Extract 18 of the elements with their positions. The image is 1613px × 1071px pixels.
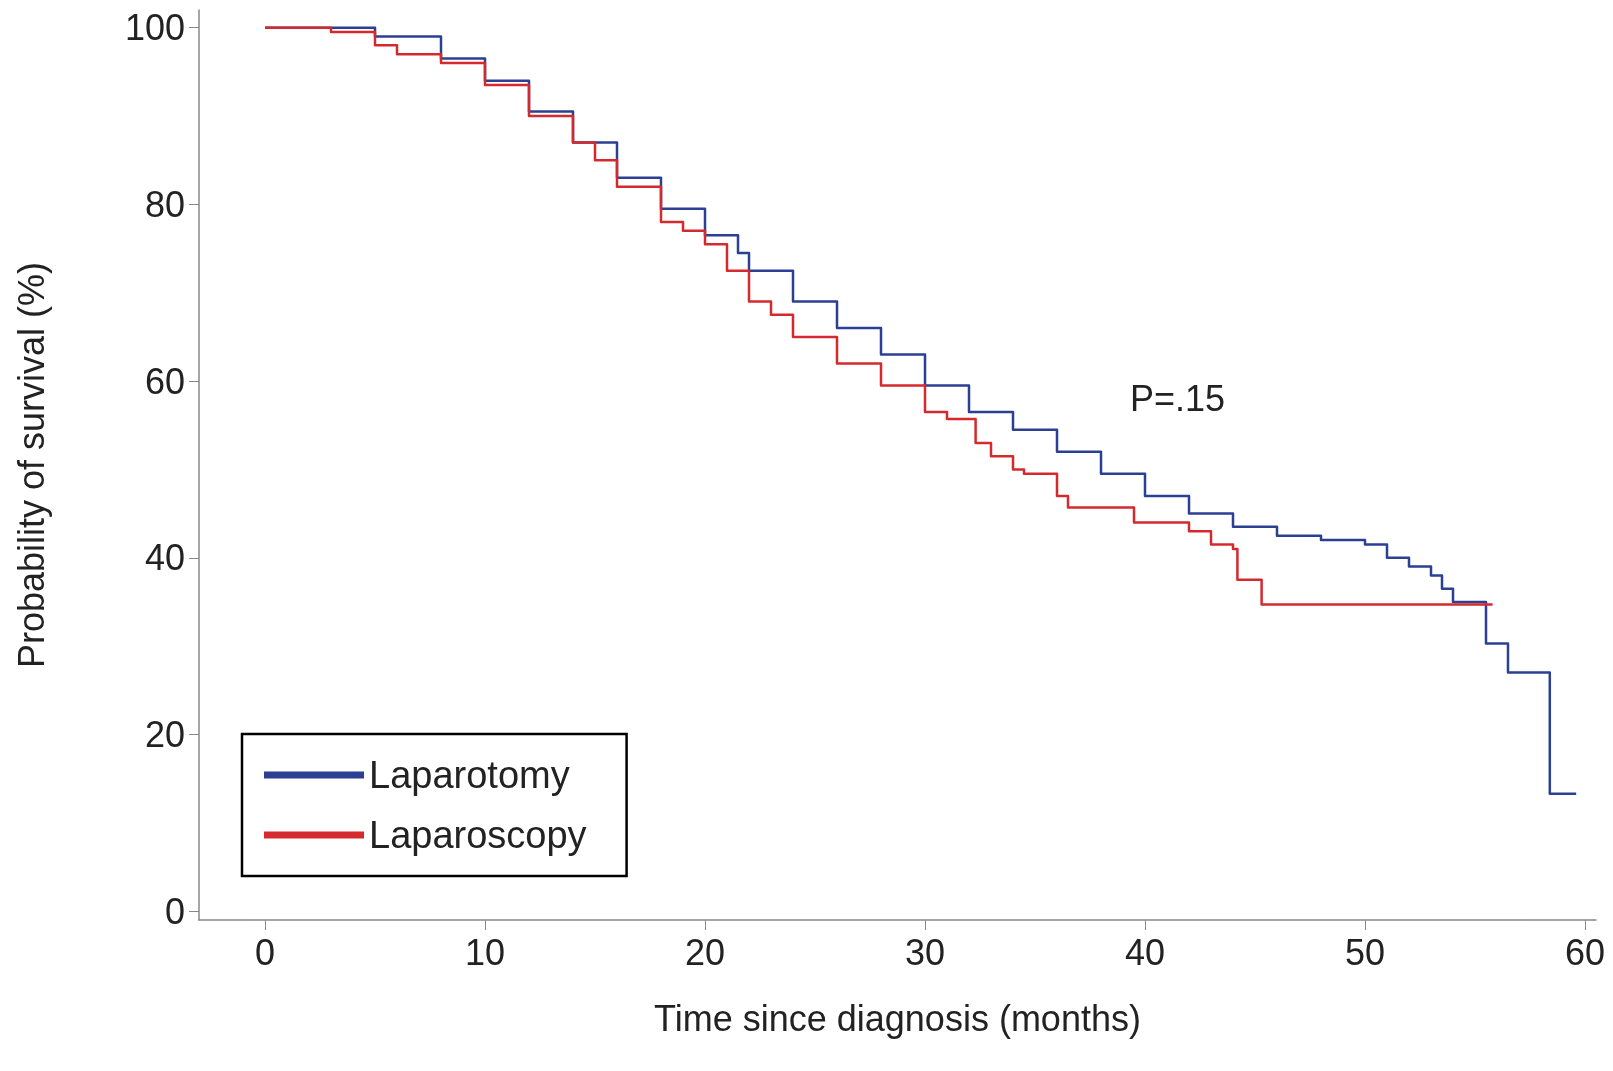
x-tick-label: 0 [254,931,276,973]
x-tick-label: 20 [684,931,726,973]
y-tick-label: 60 [144,360,185,402]
y-tick-label: 40 [144,537,185,579]
x-tick-label: 60 [1564,931,1606,973]
x-tick-label: 50 [1344,931,1386,973]
legend-label: Laparotomy [369,754,570,796]
x-axis-title: Time since diagnosis (months) [654,997,1141,1039]
y-tick-label: 100 [124,7,185,49]
x-tick-label: 30 [904,931,946,973]
x-tick-label: 40 [1124,931,1166,973]
x-tick-label: 10 [464,931,506,973]
y-tick-label: 80 [144,183,185,225]
annotation: P=.15 [1130,377,1226,419]
y-tick-label: 0 [164,890,185,932]
y-axis-title: Probability of survival (%) [10,261,52,669]
y-tick-label: 20 [144,713,185,755]
legend-label: Laparoscopy [369,814,587,856]
